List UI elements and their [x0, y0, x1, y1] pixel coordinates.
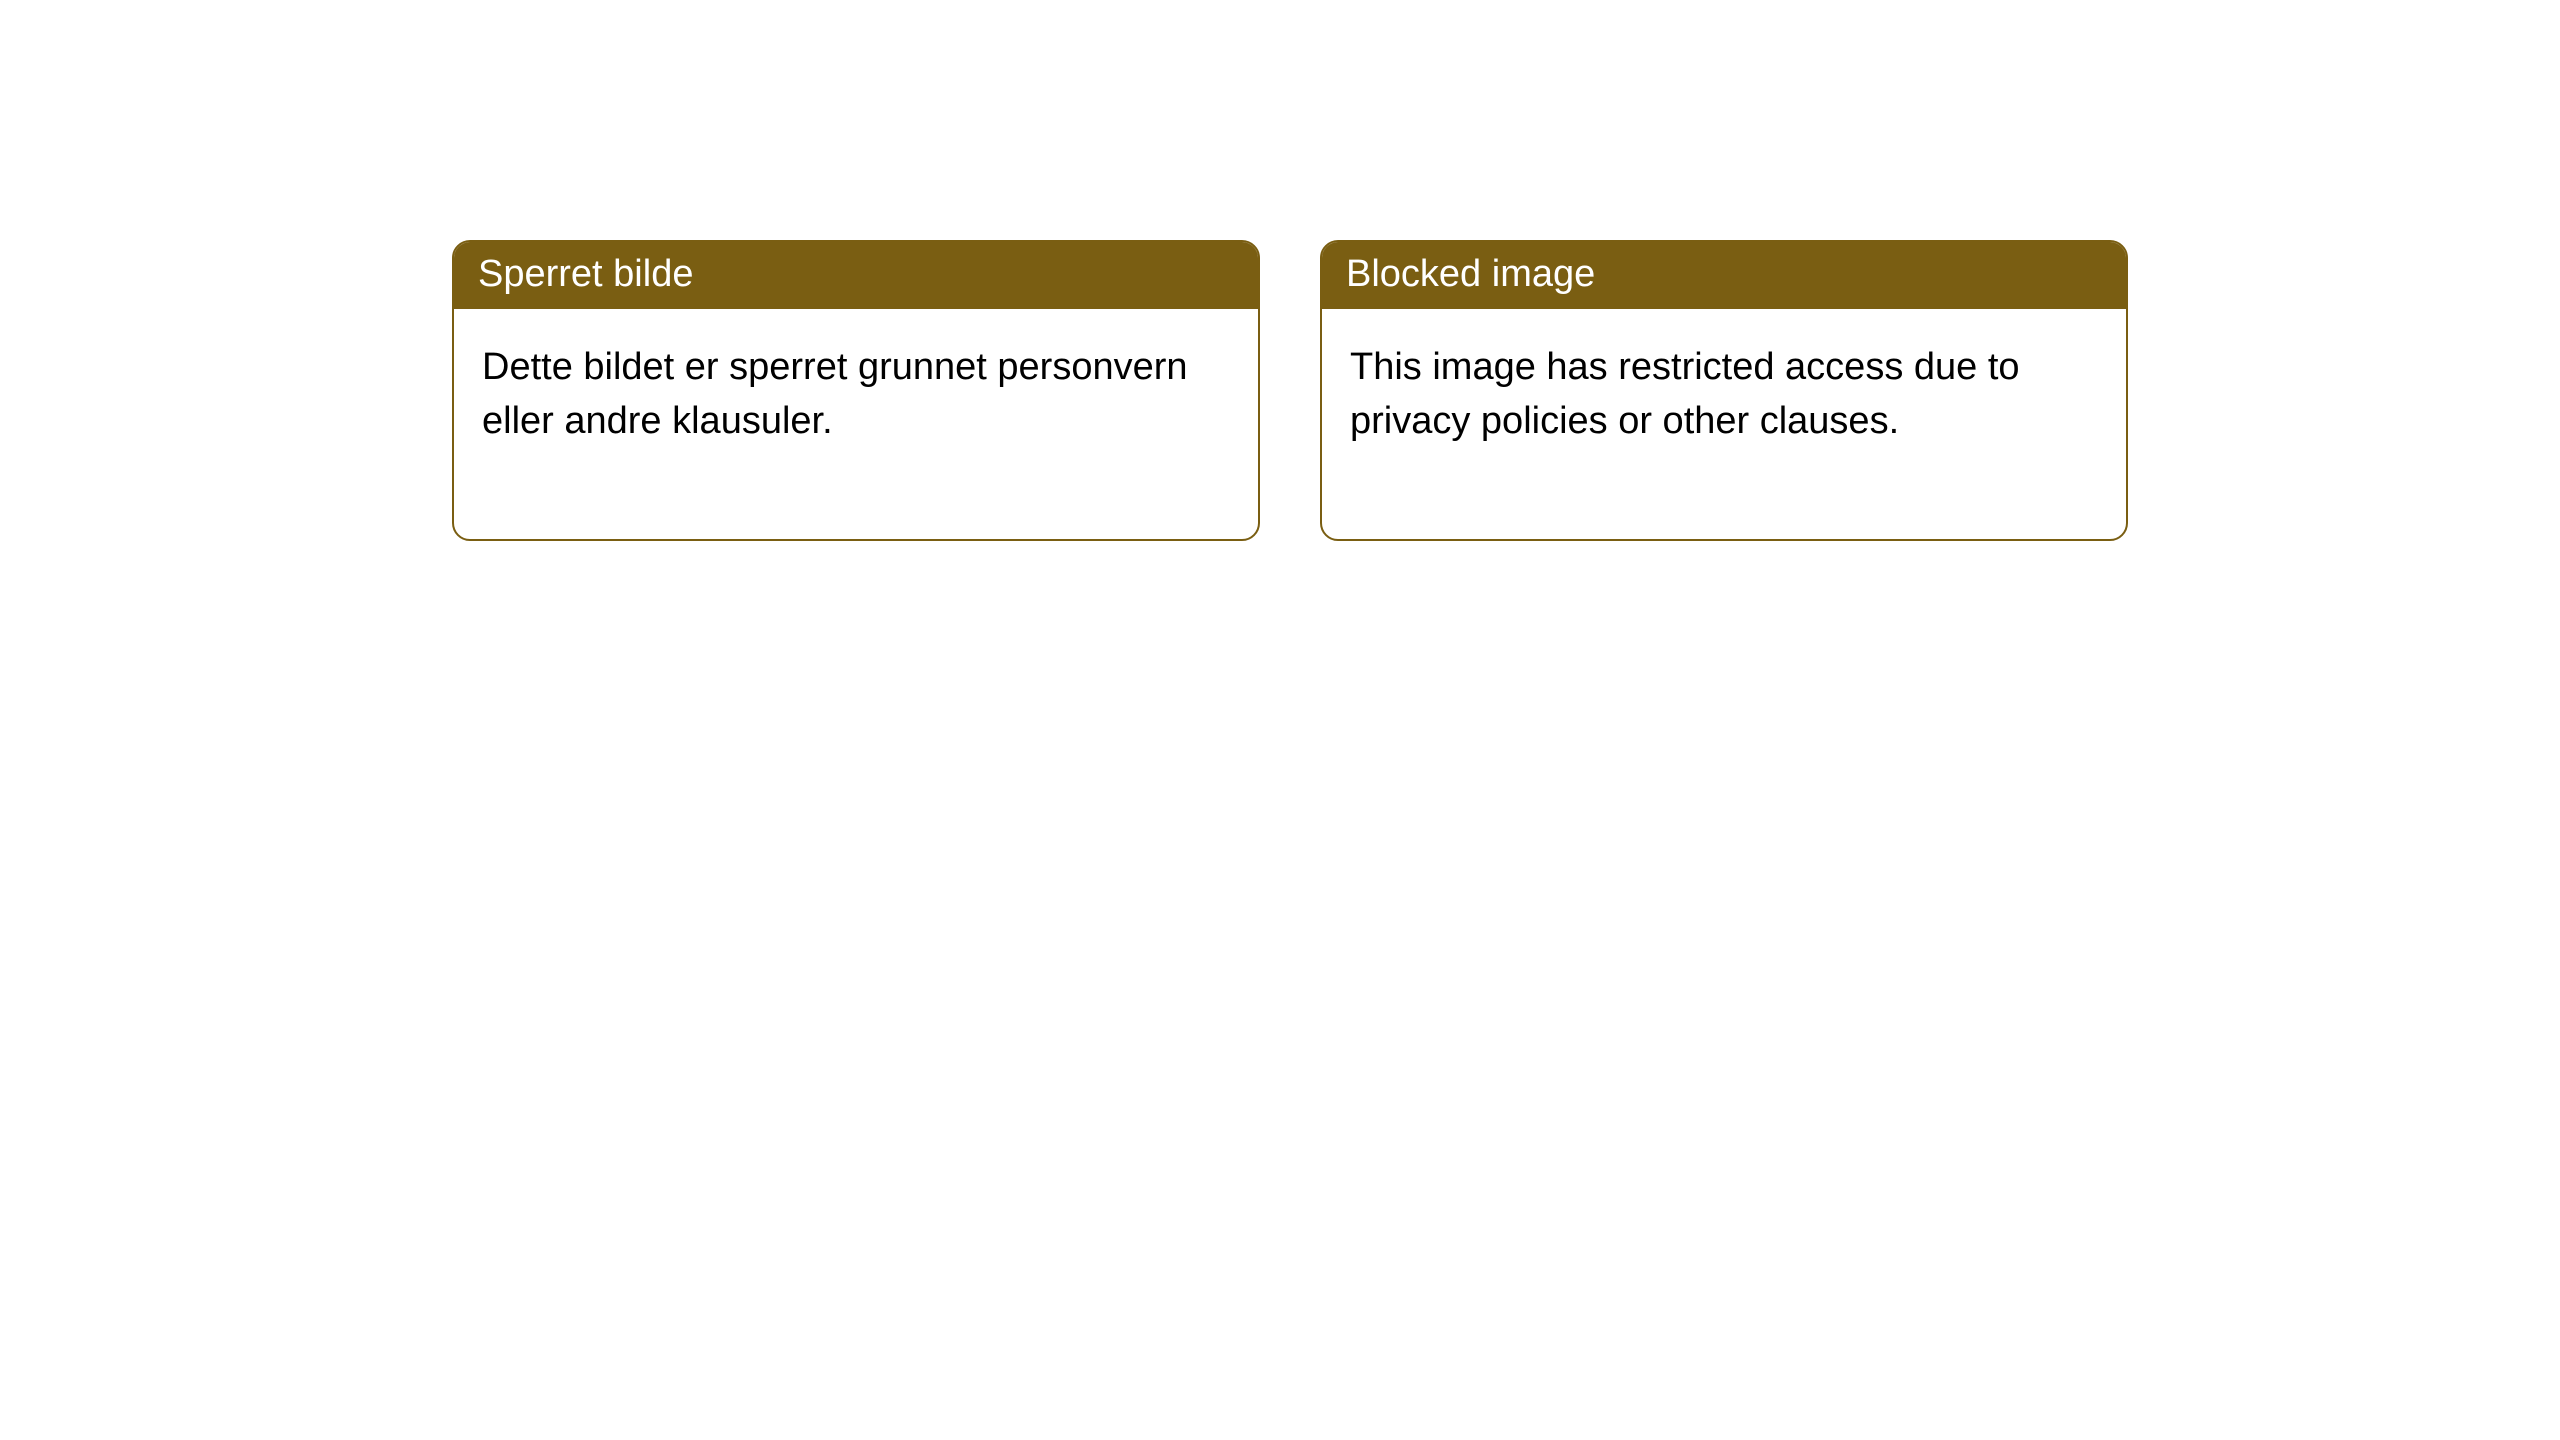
notice-card-header: Blocked image: [1322, 242, 2126, 309]
notice-card-norwegian: Sperret bilde Dette bildet er sperret gr…: [452, 240, 1260, 541]
notice-card-row: Sperret bilde Dette bildet er sperret gr…: [0, 0, 2560, 541]
notice-card-body: Dette bildet er sperret grunnet personve…: [454, 309, 1258, 539]
notice-card-english: Blocked image This image has restricted …: [1320, 240, 2128, 541]
notice-card-body: This image has restricted access due to …: [1322, 309, 2126, 539]
notice-card-header: Sperret bilde: [454, 242, 1258, 309]
